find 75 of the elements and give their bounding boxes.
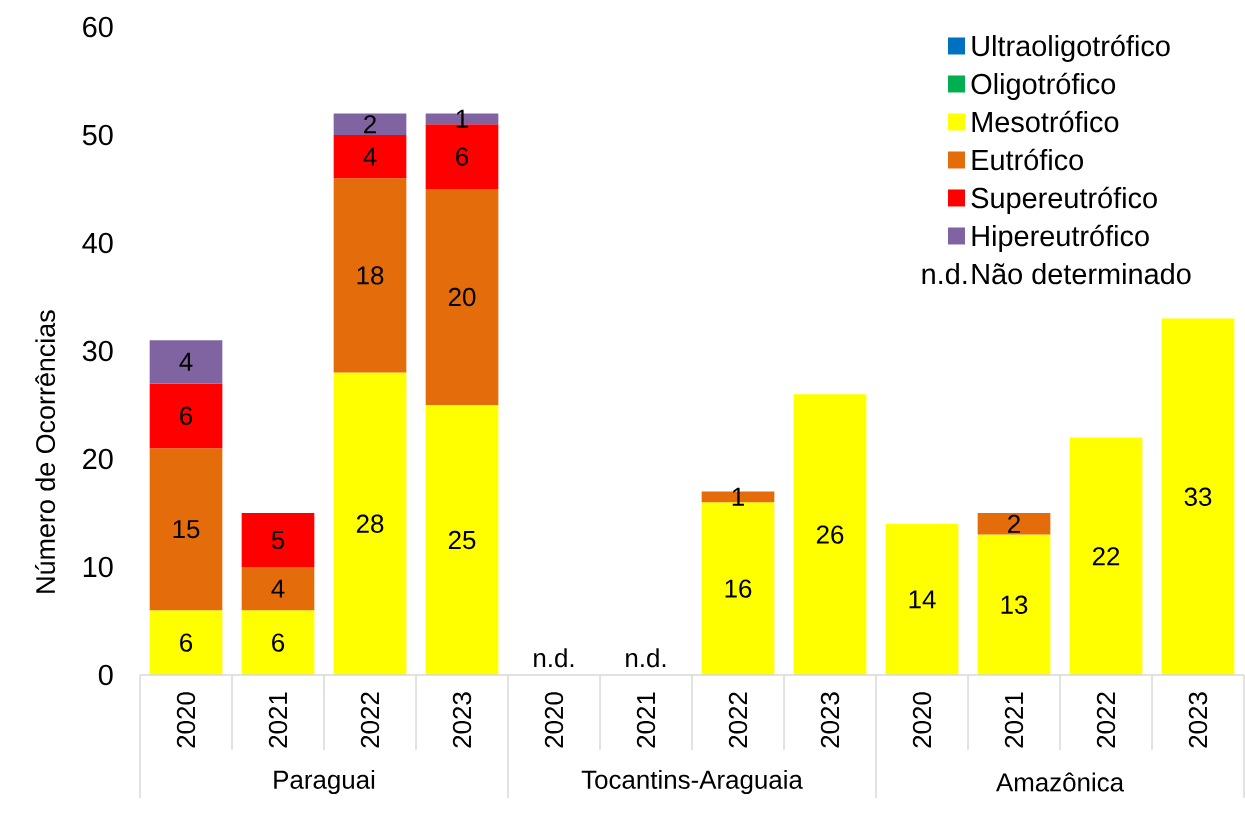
y-axis-title: Número de Ocorrências bbox=[35, 310, 56, 593]
data-label: 5 bbox=[271, 530, 285, 550]
x-tick-label: 2022 bbox=[1096, 692, 1116, 748]
data-label: 28 bbox=[356, 514, 384, 533]
bar bbox=[977, 512, 1051, 535]
bar bbox=[425, 404, 499, 675]
bar bbox=[241, 512, 315, 567]
data-label: 2 bbox=[364, 115, 376, 134]
data-label: 6 bbox=[456, 147, 469, 166]
legend-label: Hipereutrófico bbox=[972, 224, 1149, 252]
bar bbox=[885, 523, 959, 675]
bar bbox=[1069, 437, 1143, 675]
data-label: 1 bbox=[732, 487, 744, 506]
text: Não determinado bbox=[972, 263, 1191, 285]
legend-label: Supereutrófico bbox=[971, 186, 1157, 214]
text: n.d. bbox=[922, 263, 967, 285]
data-label: 6 bbox=[180, 633, 193, 652]
data-label: 13 bbox=[1001, 595, 1028, 614]
bar bbox=[149, 610, 223, 675]
x-tick-label: 2020 bbox=[176, 692, 196, 748]
text: Amazônica bbox=[995, 772, 1125, 792]
x-tick-label: 2022 bbox=[728, 692, 748, 748]
data-label: 15 bbox=[173, 520, 200, 539]
data-label: 4 bbox=[363, 147, 377, 166]
data-label: 2 bbox=[1008, 514, 1020, 533]
data-label: 20 bbox=[448, 287, 476, 307]
data-label: 6 bbox=[180, 406, 193, 425]
x-tick-label: 2022 bbox=[360, 692, 380, 748]
bar bbox=[425, 188, 499, 405]
bar bbox=[241, 610, 315, 675]
text: Tocantins-Araguaia bbox=[581, 769, 803, 795]
text: n.d. bbox=[626, 648, 666, 668]
data-label: 22 bbox=[1092, 547, 1120, 566]
y-tick-label: 40 bbox=[82, 232, 113, 254]
x-tick-label: 2020 bbox=[544, 692, 564, 748]
x-tick-label: 2021 bbox=[1004, 692, 1024, 748]
x-tick-label: 2021 bbox=[636, 692, 656, 748]
bar bbox=[977, 534, 1051, 675]
data-label: 4 bbox=[271, 579, 285, 598]
data-label: 16 bbox=[725, 579, 752, 598]
bar bbox=[333, 113, 407, 135]
bar bbox=[241, 566, 315, 611]
bar bbox=[793, 394, 867, 675]
legend-label: Mesotrófico bbox=[972, 110, 1119, 133]
legend-label: Eutrófico bbox=[972, 148, 1084, 171]
text: n.d. bbox=[534, 648, 574, 668]
data-label: 25 bbox=[448, 530, 476, 550]
legend-label: Oligotrófico bbox=[971, 72, 1116, 100]
y-tick-label: 20 bbox=[83, 448, 113, 470]
bar bbox=[149, 448, 223, 611]
x-tick-label: 2023 bbox=[1188, 692, 1208, 748]
legend-label: Ultraoligotrófico bbox=[972, 34, 1170, 62]
y-tick-label: 50 bbox=[82, 124, 113, 146]
bar bbox=[149, 340, 223, 384]
x-tick-label: 2020 bbox=[912, 692, 932, 748]
y-tick-label: 30 bbox=[82, 340, 113, 362]
data-label: 6 bbox=[272, 633, 285, 652]
data-label: 14 bbox=[909, 590, 936, 609]
bar bbox=[333, 134, 407, 179]
bar bbox=[333, 372, 407, 675]
bar bbox=[1161, 318, 1235, 675]
bar bbox=[149, 383, 223, 449]
bar bbox=[333, 178, 407, 373]
data-label: 33 bbox=[1184, 487, 1212, 506]
x-tick-label: 2021 bbox=[268, 692, 288, 748]
y-tick-label: 60 bbox=[83, 16, 113, 38]
text: Paraguai bbox=[274, 769, 375, 795]
x-tick-label: 2023 bbox=[820, 692, 840, 748]
y-tick-label: 0 bbox=[98, 664, 113, 686]
data-label: 18 bbox=[357, 266, 384, 285]
y-tick-label: 10 bbox=[83, 556, 113, 578]
data-label: 1 bbox=[456, 109, 468, 128]
x-tick-label: 2023 bbox=[452, 692, 472, 748]
data-label: 26 bbox=[816, 525, 844, 544]
data-label: 4 bbox=[179, 352, 193, 371]
